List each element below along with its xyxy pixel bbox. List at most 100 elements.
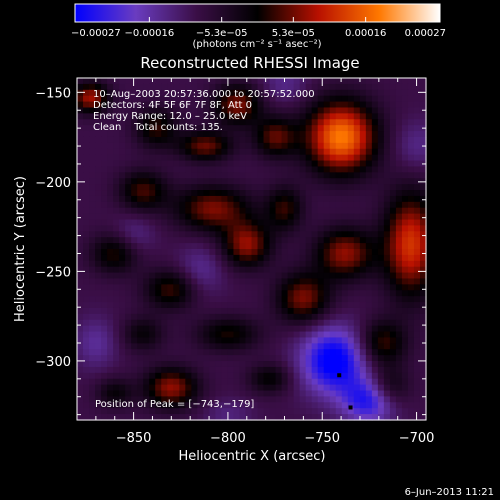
heatmap-cell [155,313,162,321]
heatmap-cell [149,402,156,409]
heatmap-cell [293,390,301,398]
heatmap-cell [251,89,259,97]
heatmap-cell [77,131,84,138]
heatmap-cell [161,89,168,97]
heatmap-cell [161,195,168,203]
heatmap-cell [359,160,367,168]
heatmap-cell [353,396,361,403]
heatmap-cell [179,249,186,256]
heatmap-cell [281,166,289,173]
heatmap-cell [215,78,223,85]
heatmap-cell [185,237,192,244]
heatmap-cell [341,184,349,191]
heatmap-cell [245,355,253,362]
heatmap-cell [413,101,421,109]
heatmap-cell [89,313,96,321]
heatmap-cell [383,166,391,173]
heatmap-cell [377,384,385,392]
heatmap-cell [113,355,120,362]
heatmap-cell [125,225,132,232]
heatmap-cell [353,178,361,185]
heatmap-cell [407,331,415,339]
heatmap-cell [413,378,421,386]
heatmap-cell [215,207,223,215]
heatmap-cell [161,307,168,315]
heatmap-cell [311,95,319,103]
heatmap-cell [311,384,319,392]
heatmap-cell [269,201,277,209]
heatmap-cell [185,266,192,274]
heatmap-cell [371,296,379,303]
heatmap-cell [227,178,235,185]
heatmap-cell [293,302,301,309]
heatmap-cell [311,349,319,356]
heatmap-cell [311,195,319,203]
heatmap-cell [401,249,409,256]
heatmap-cell [371,89,379,97]
heatmap-cell [251,290,259,297]
heatmap-cell [395,260,403,268]
heatmap-cell [329,366,337,374]
heatmap-cell [299,325,307,333]
heatmap-cell [365,307,373,315]
heatmap-cell [131,237,138,244]
heatmap-cell [377,178,385,185]
heatmap-cell [167,148,174,156]
heatmap-cell [395,243,403,250]
heatmap-cell [395,184,403,191]
heatmap-cell [239,260,247,268]
heatmap-cell [413,361,421,368]
heatmap-cell [239,408,247,415]
heatmap-cell [227,113,235,120]
heatmap-cell [161,361,168,368]
heatmap-cell [299,307,307,315]
heatmap-cell [305,313,313,321]
heatmap-cell [341,296,349,303]
heatmap-cell [293,343,301,350]
heatmap-cell [329,243,337,250]
heatmap-cell [257,278,265,285]
heatmap-cell [119,195,126,203]
heatmap-cell [107,201,114,209]
heatmap-cell [299,337,307,344]
heatmap-cell [191,78,198,85]
heatmap-cell [395,343,403,350]
heatmap-cell [377,131,385,138]
heatmap-cell [137,313,144,321]
heatmap-cell [365,302,373,309]
heatmap-cell [347,95,355,103]
heatmap-cell [185,302,192,309]
heatmap-cell [305,302,313,309]
heatmap-cell [383,243,391,250]
heatmap-cell [83,101,90,109]
heatmap-cell [197,396,204,403]
heatmap-cell [107,396,114,403]
heatmap-cell [359,201,367,209]
heatmap-cell [83,331,90,339]
heatmap-cell [77,378,84,386]
heatmap-cell [317,302,325,309]
heatmap-cell [305,402,313,409]
heatmap-cell [287,355,295,362]
heatmap-cell [371,243,379,250]
colorbar-tick-label: 0.00016 [345,28,386,39]
colorbar-tick-label: 5.3e−05 [272,28,315,39]
heatmap-cell [305,166,313,173]
heatmap-cell [167,408,174,415]
heatmap-cell [107,107,114,114]
heatmap-cell [113,307,120,315]
heatmap-cell [365,390,373,398]
heatmap-cell [269,414,277,421]
heatmap-cell [113,278,120,285]
heatmap-cell [257,349,265,356]
heatmap-cell [203,148,210,156]
heatmap-cell [287,361,295,368]
heatmap-cell [149,154,156,162]
heatmap-cell [137,361,144,368]
heatmap-cell [107,390,114,398]
heatmap-cell [143,148,150,156]
heatmap-cell [203,414,210,421]
heatmap-cell [251,225,259,232]
heatmap-cell [113,131,120,138]
heatmap-cell [107,414,114,421]
